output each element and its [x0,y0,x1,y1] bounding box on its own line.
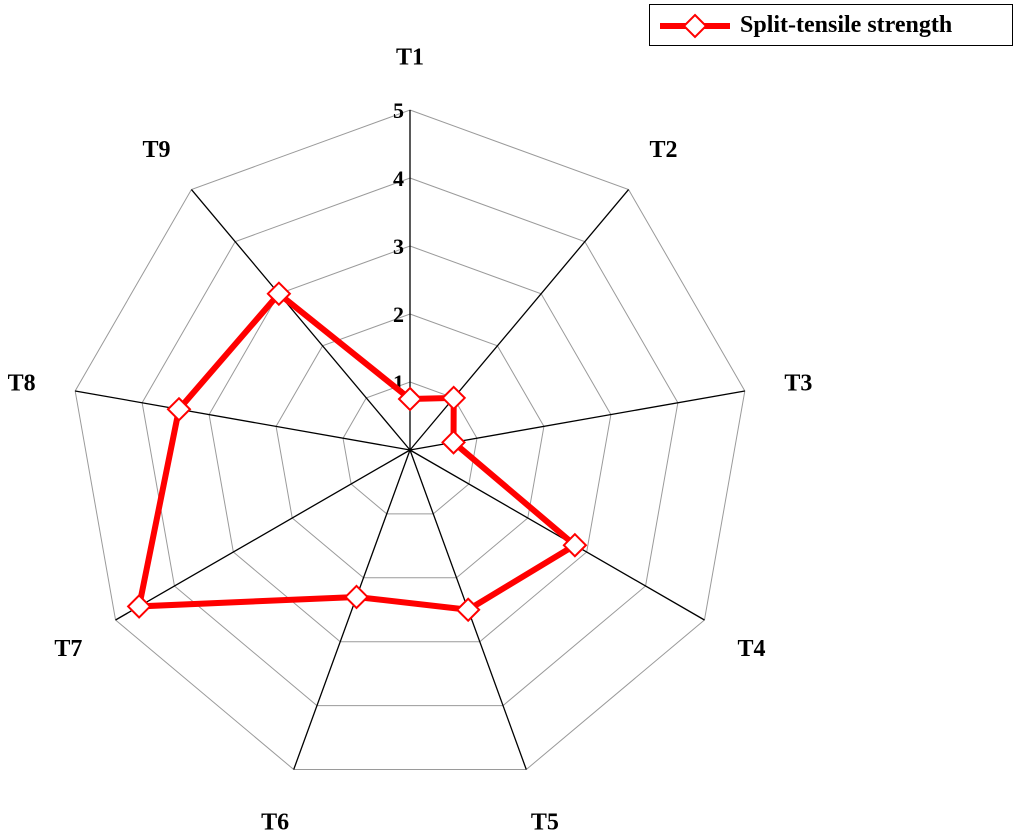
axis-spoke-t9 [190,189,411,451]
category-label-t9: T9 [142,137,170,163]
data-point-t9 [266,281,292,307]
axis-spoke-t7 [115,449,411,621]
category-label-t1: T1 [396,45,424,71]
category-label-t7: T7 [54,636,82,662]
axis-spoke-t6 [293,449,411,770]
radial-tick-label: 2 [393,302,404,327]
series-layer [126,281,588,623]
radial-tick-label: 1 [393,370,404,395]
data-point-t8 [166,396,192,422]
grid-ring [208,245,612,643]
category-label-t5: T5 [531,810,559,835]
axis-spoke-t4 [409,449,705,621]
grid-ring [141,177,679,707]
grid-layer [74,109,746,770]
category-label-t2: T2 [650,137,678,163]
tick-label-layer: 1 2 3 4 5 [393,98,404,395]
legend-series-label: Split-tensile strength [740,12,953,38]
data-point-t5 [455,597,481,623]
grid-ring [275,313,545,579]
data-point-t6 [344,584,369,610]
legend: Split-tensile strength [649,4,1013,46]
radial-tick-label: 3 [393,234,404,259]
grid-ring [342,381,478,515]
radial-tick-label: 5 [393,98,404,123]
data-point-t1 [397,386,423,412]
axis-spoke-t3 [409,390,745,451]
series-line [135,289,581,613]
data-point-t7 [126,593,152,619]
axis-spoke-t2 [409,189,630,451]
data-point-t3 [441,429,466,455]
category-label-t3: T3 [784,371,812,397]
axis-label-layer: T1 T2 T3 T4 T5 T6 T7 T8 T9 [8,45,813,835]
category-label-t8: T8 [8,371,36,397]
legend-series-marker [660,13,730,39]
category-label-t4: T4 [738,636,766,662]
data-point-t4 [562,532,588,558]
data-point-t2 [441,385,467,411]
axis-spoke-t8 [75,390,411,451]
category-label-t6: T6 [261,810,289,835]
grid-ring [74,109,746,770]
radial-tick-label: 4 [393,166,404,191]
